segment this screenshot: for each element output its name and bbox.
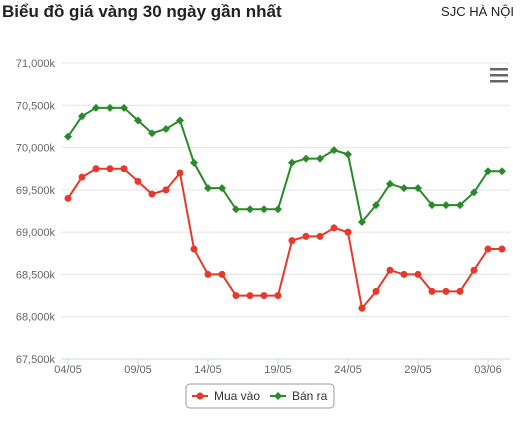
point — [372, 287, 380, 295]
series-line — [67, 106, 502, 225]
y-tick-label: 71,000k — [16, 58, 56, 70]
point — [484, 245, 492, 253]
point — [470, 266, 478, 274]
point — [456, 287, 464, 295]
legend-item[interactable]: Mua vào — [192, 389, 260, 403]
point — [120, 165, 128, 173]
point — [330, 224, 338, 232]
point — [358, 217, 366, 226]
point — [134, 177, 142, 185]
x-tick-label: 29/05 — [404, 364, 432, 376]
point — [106, 165, 114, 173]
point — [232, 205, 240, 214]
legend-box — [185, 383, 335, 409]
point — [288, 158, 296, 167]
menu-bar — [490, 80, 508, 83]
point — [442, 201, 450, 210]
legend-item[interactable]: Bán ra — [270, 389, 328, 403]
point — [316, 232, 324, 240]
point — [148, 190, 156, 198]
point — [456, 201, 464, 210]
point — [442, 287, 450, 295]
point — [344, 150, 352, 159]
point — [470, 188, 478, 197]
legend-label: Mua vào — [214, 389, 260, 403]
x-tick-label: 14/05 — [194, 364, 222, 376]
y-tick-label: 67,500k — [16, 354, 56, 366]
point — [414, 184, 422, 193]
point — [92, 103, 100, 112]
point — [386, 179, 394, 188]
x-tick-label: 03/06 — [474, 364, 502, 376]
point — [246, 292, 254, 300]
point — [358, 304, 366, 312]
point — [218, 270, 226, 278]
menu-button[interactable] — [488, 64, 510, 86]
point — [414, 270, 422, 278]
point — [274, 292, 282, 300]
point — [302, 232, 310, 240]
point — [484, 167, 492, 176]
point — [120, 103, 128, 112]
point — [274, 205, 282, 214]
y-tick-label: 68,500k — [16, 269, 56, 281]
y-tick-label: 68,000k — [16, 312, 56, 324]
point — [316, 154, 324, 163]
point — [64, 132, 72, 141]
point — [190, 245, 198, 253]
y-tick-label: 69,500k — [16, 185, 56, 197]
point — [204, 184, 212, 193]
point — [288, 237, 296, 245]
point — [162, 124, 170, 133]
legend-label: Bán ra — [292, 389, 328, 403]
point — [176, 116, 184, 125]
point — [498, 167, 506, 176]
point — [302, 154, 310, 163]
point — [400, 270, 408, 278]
point — [260, 292, 268, 300]
point — [218, 184, 226, 193]
chart-title: Biểu đồ giá vàng 30 ngày gần nhất — [2, 2, 282, 21]
point — [386, 266, 394, 274]
point — [498, 245, 506, 253]
y-tick-label: 69,000k — [16, 227, 56, 239]
point — [330, 146, 338, 155]
point — [246, 205, 254, 214]
menu-bar — [490, 74, 508, 77]
point — [162, 186, 170, 194]
point — [274, 392, 282, 400]
x-tick-label: 19/05 — [264, 364, 292, 376]
x-tick-label: 24/05 — [334, 364, 362, 376]
point — [148, 129, 156, 138]
point — [344, 228, 352, 236]
y-tick-label: 70,500k — [16, 100, 56, 112]
point — [204, 270, 212, 278]
menu-bar — [490, 68, 508, 71]
point — [400, 184, 408, 193]
point — [134, 116, 142, 125]
point — [176, 169, 184, 177]
point — [196, 392, 204, 400]
point — [106, 103, 114, 112]
point — [428, 287, 436, 295]
x-tick-label: 04/05 — [54, 364, 82, 376]
y-tick-label: 70,000k — [16, 143, 56, 155]
point — [78, 112, 86, 121]
point — [190, 158, 198, 167]
point — [232, 292, 240, 300]
point — [428, 201, 436, 210]
x-tick-label: 09/05 — [124, 364, 152, 376]
point — [92, 165, 100, 173]
point — [64, 194, 72, 202]
point — [78, 173, 86, 181]
chart-subtitle: SJC HÀ NỘI — [441, 4, 514, 19]
point — [372, 201, 380, 210]
point — [260, 205, 268, 214]
